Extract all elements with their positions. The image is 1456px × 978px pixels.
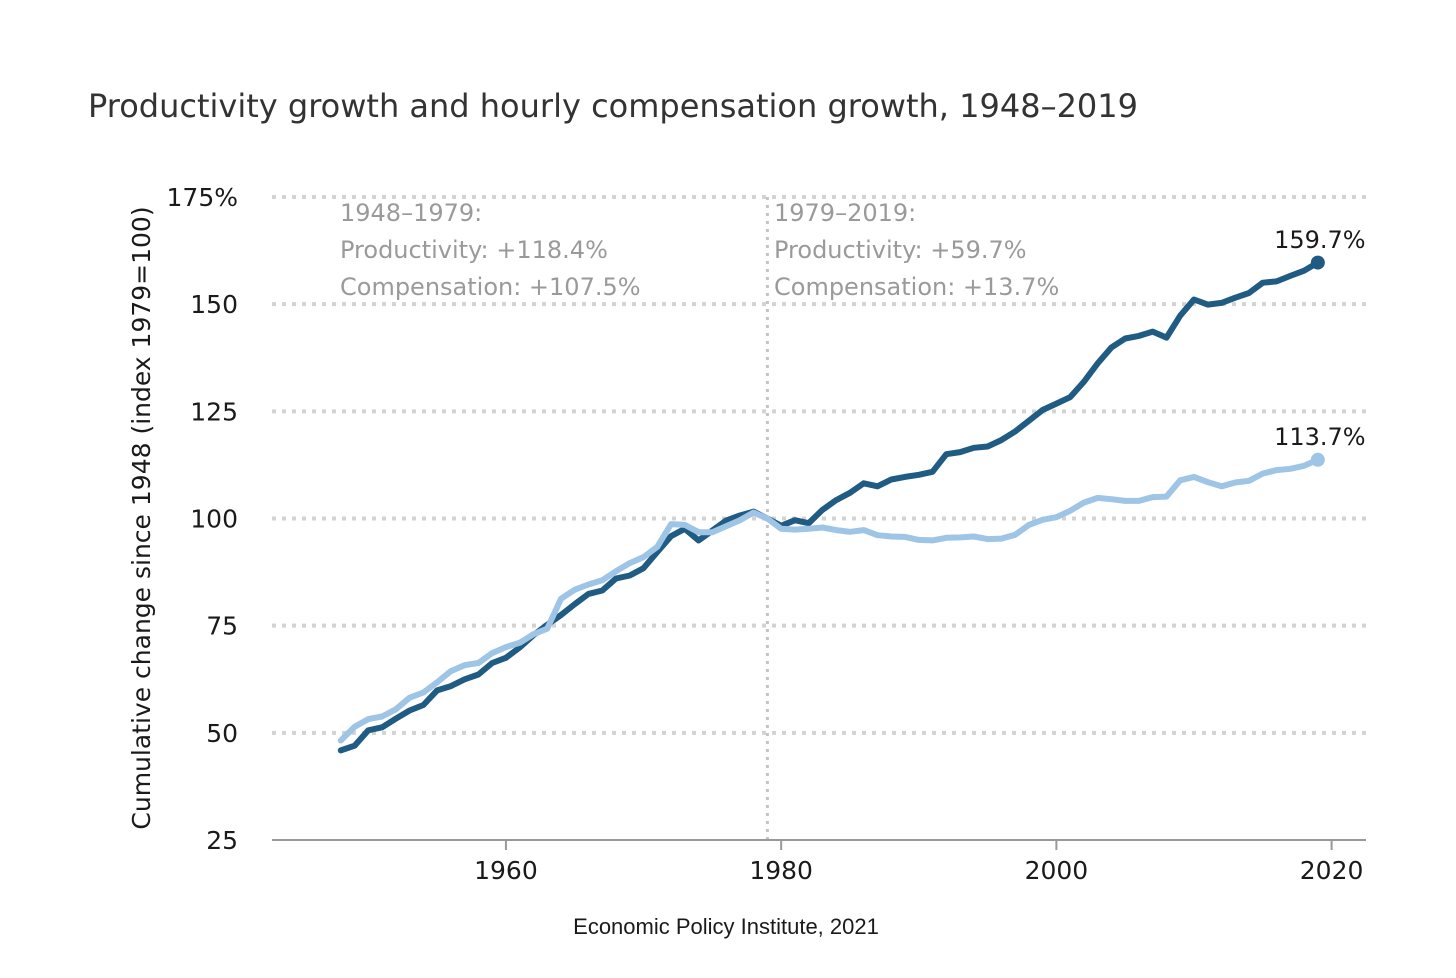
annotation-line: Productivity: +59.7% — [774, 236, 1027, 264]
x-tick-label: 1960 — [474, 856, 538, 885]
annotation-line: Compensation: +107.5% — [340, 273, 641, 301]
series-line — [337, 456, 1321, 744]
y-axis-label: Cumulative change since 1948 (index 1979… — [127, 206, 156, 829]
y-axis-ticks: 25 50 75 100 125 150 175% — [167, 183, 238, 855]
y-tick-label: 50 — [206, 719, 238, 748]
y-tick-label: 75 — [206, 612, 238, 641]
gridlines — [272, 195, 1366, 735]
x-tick-label: 2020 — [1300, 856, 1364, 885]
annotations: 1948–1979: Productivity: +118.4% Compensat… — [340, 199, 1059, 301]
series-end-point — [1310, 255, 1325, 270]
y-tick-label: 100 — [190, 505, 238, 534]
series-end-point — [1310, 452, 1325, 467]
source-note: Economic Policy Institute, 2021 — [573, 914, 879, 939]
series-end-label: 113.7% — [1274, 423, 1366, 451]
series-line — [337, 259, 1321, 754]
annotation-line: Compensation: +13.7% — [774, 273, 1059, 301]
y-tick-label: 150 — [190, 290, 238, 319]
y-tick-label: 25 — [206, 826, 238, 855]
x-tick-label: 1980 — [749, 856, 813, 885]
chart-title: Productivity growth and hourly compensat… — [88, 87, 1138, 125]
x-axis-ticks: 1960 1980 2000 2020 — [474, 840, 1363, 885]
y-tick-label: 175% — [167, 183, 238, 212]
annotation-line: Productivity: +118.4% — [340, 236, 608, 264]
series-end-label: 159.7% — [1274, 226, 1366, 254]
annotation-line: 1948–1979: — [340, 199, 482, 227]
annotation-line: 1979–2019: — [774, 199, 916, 227]
series-group: 159.7% 113.7% — [337, 226, 1366, 754]
y-tick-label: 125 — [190, 397, 238, 426]
x-tick-label: 2000 — [1025, 856, 1089, 885]
